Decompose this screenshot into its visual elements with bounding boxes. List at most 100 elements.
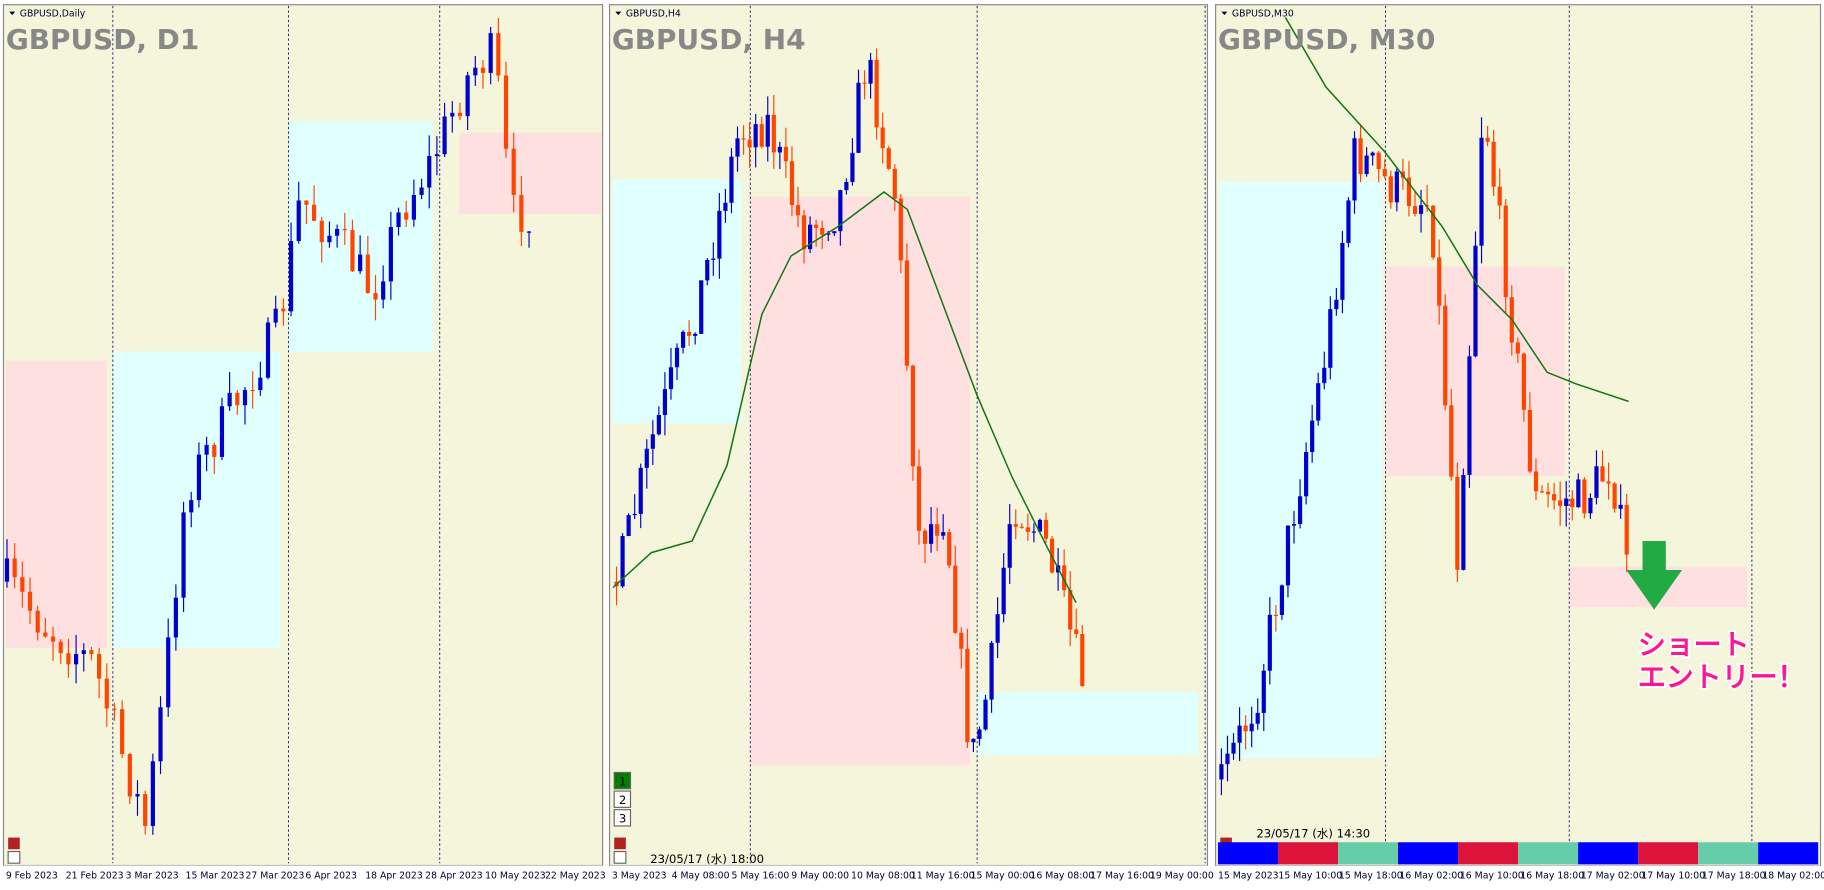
candle-body <box>204 444 209 455</box>
close-button[interactable] <box>614 837 626 850</box>
candle-body <box>1279 585 1285 615</box>
candle-body <box>166 637 171 708</box>
candle-body <box>1461 474 1466 570</box>
moving-average <box>612 191 1077 603</box>
candle-body <box>977 729 982 739</box>
candle-body <box>783 146 788 162</box>
candle-body <box>1334 299 1339 310</box>
candle-body <box>1376 152 1381 169</box>
chart-title: GBPUSD, H4 <box>612 23 806 56</box>
candle-body <box>480 67 486 73</box>
x-axis-label: 10 May 08:00 <box>851 870 915 881</box>
minimize-button[interactable] <box>613 850 627 864</box>
x-axis-label: 22 May 2023 <box>545 870 606 881</box>
annotation-line: エントリー！ <box>1638 660 1805 693</box>
x-axis-label: 21 Feb 2023 <box>66 870 124 881</box>
level-button[interactable] <box>613 790 632 808</box>
menu-arrow <box>1221 11 1228 16</box>
candle-body <box>1588 497 1593 514</box>
x-axis-label: 17 May 16:00 <box>1090 870 1154 881</box>
session-bar <box>1458 842 1519 865</box>
candle-body <box>1013 524 1018 527</box>
candle-body <box>434 154 440 157</box>
x-axis-label: 17 May 02:00 <box>1581 870 1645 881</box>
candle-body <box>1558 500 1563 506</box>
candle-body <box>1225 753 1230 765</box>
candle-body <box>519 194 524 232</box>
chart-panel: GBPUSD,H4 GBPUSD, H4 3 May 2023 4 May 08:00… <box>608 4 1214 885</box>
candle-body <box>1515 342 1520 354</box>
candle-body <box>626 515 631 536</box>
candle-body <box>1582 479 1587 514</box>
candle-body <box>808 224 813 250</box>
menu-arrow <box>615 11 622 16</box>
candle-body <box>1412 206 1418 214</box>
candle-body <box>127 753 132 797</box>
candle-body <box>711 258 716 260</box>
candle-body <box>1388 176 1393 203</box>
candle-body <box>411 194 416 220</box>
candle-body <box>1497 186 1502 206</box>
axis-strip <box>609 865 1208 885</box>
candle-body <box>735 138 740 157</box>
timestamp: 23/05/17 (水) 18:00 <box>650 852 764 866</box>
candle-body <box>50 636 56 642</box>
level-button-label[interactable]: 1 <box>619 774 626 788</box>
candle-body <box>1382 168 1387 177</box>
candle-body <box>1431 205 1436 258</box>
level-button-label[interactable]: 3 <box>619 811 626 825</box>
zone-box <box>112 351 281 648</box>
level-button[interactable] <box>613 771 632 790</box>
candle-body <box>1564 498 1569 506</box>
zone-box <box>1219 181 1382 758</box>
candle-body <box>358 254 363 272</box>
x-axis-label: 15 Mar 2023 <box>186 870 245 881</box>
candle-body <box>104 678 109 709</box>
candle-body <box>1267 614 1272 671</box>
candle-body <box>1358 138 1363 175</box>
candle-body <box>928 524 934 544</box>
candle-body <box>953 565 958 633</box>
candle-body <box>1527 409 1533 472</box>
candle-body <box>1545 491 1551 495</box>
candle-body <box>1068 590 1073 630</box>
x-axis-label: 16 May 08:00 <box>1030 870 1094 881</box>
candle-body <box>1533 471 1539 492</box>
candle-body <box>288 241 294 312</box>
x-axis-label: 17 May 10:00 <box>1641 870 1705 881</box>
candle-body <box>656 414 661 435</box>
candle-body <box>1019 526 1024 528</box>
x-axis-label: 15 May 18:00 <box>1339 870 1403 881</box>
x-axis-label: 3 May 2023 <box>612 870 667 881</box>
candle-body <box>427 156 432 188</box>
level-button[interactable] <box>613 809 632 827</box>
candle-body <box>1467 356 1472 475</box>
x-axis-label: 18 Apr 2023 <box>365 870 423 881</box>
close-button[interactable] <box>8 837 20 850</box>
candle-body <box>43 632 48 637</box>
zone-box <box>459 132 602 215</box>
candle-body <box>995 614 1000 643</box>
candle-body <box>304 200 309 205</box>
symbol-label: GBPUSD,M30 <box>1232 8 1294 19</box>
candle-body <box>1443 305 1448 406</box>
candle-body <box>181 512 186 598</box>
candle-body <box>1322 367 1327 384</box>
candle-body <box>1449 405 1454 477</box>
candle-body <box>916 466 922 531</box>
candle-body <box>488 33 493 73</box>
minimize-button[interactable] <box>7 850 21 864</box>
candle-body <box>632 513 637 516</box>
candle-body <box>465 75 470 117</box>
candle-body <box>350 230 355 272</box>
candle-body <box>20 577 25 592</box>
session-bar <box>1518 842 1579 865</box>
candle-body <box>419 187 424 195</box>
candle-body <box>396 212 401 228</box>
candle-body <box>1352 138 1357 201</box>
candle-body <box>1618 504 1623 509</box>
candle-body <box>1473 245 1478 357</box>
candle-body <box>826 233 831 235</box>
level-button-label[interactable]: 2 <box>619 793 626 807</box>
session-bar <box>1758 842 1819 865</box>
